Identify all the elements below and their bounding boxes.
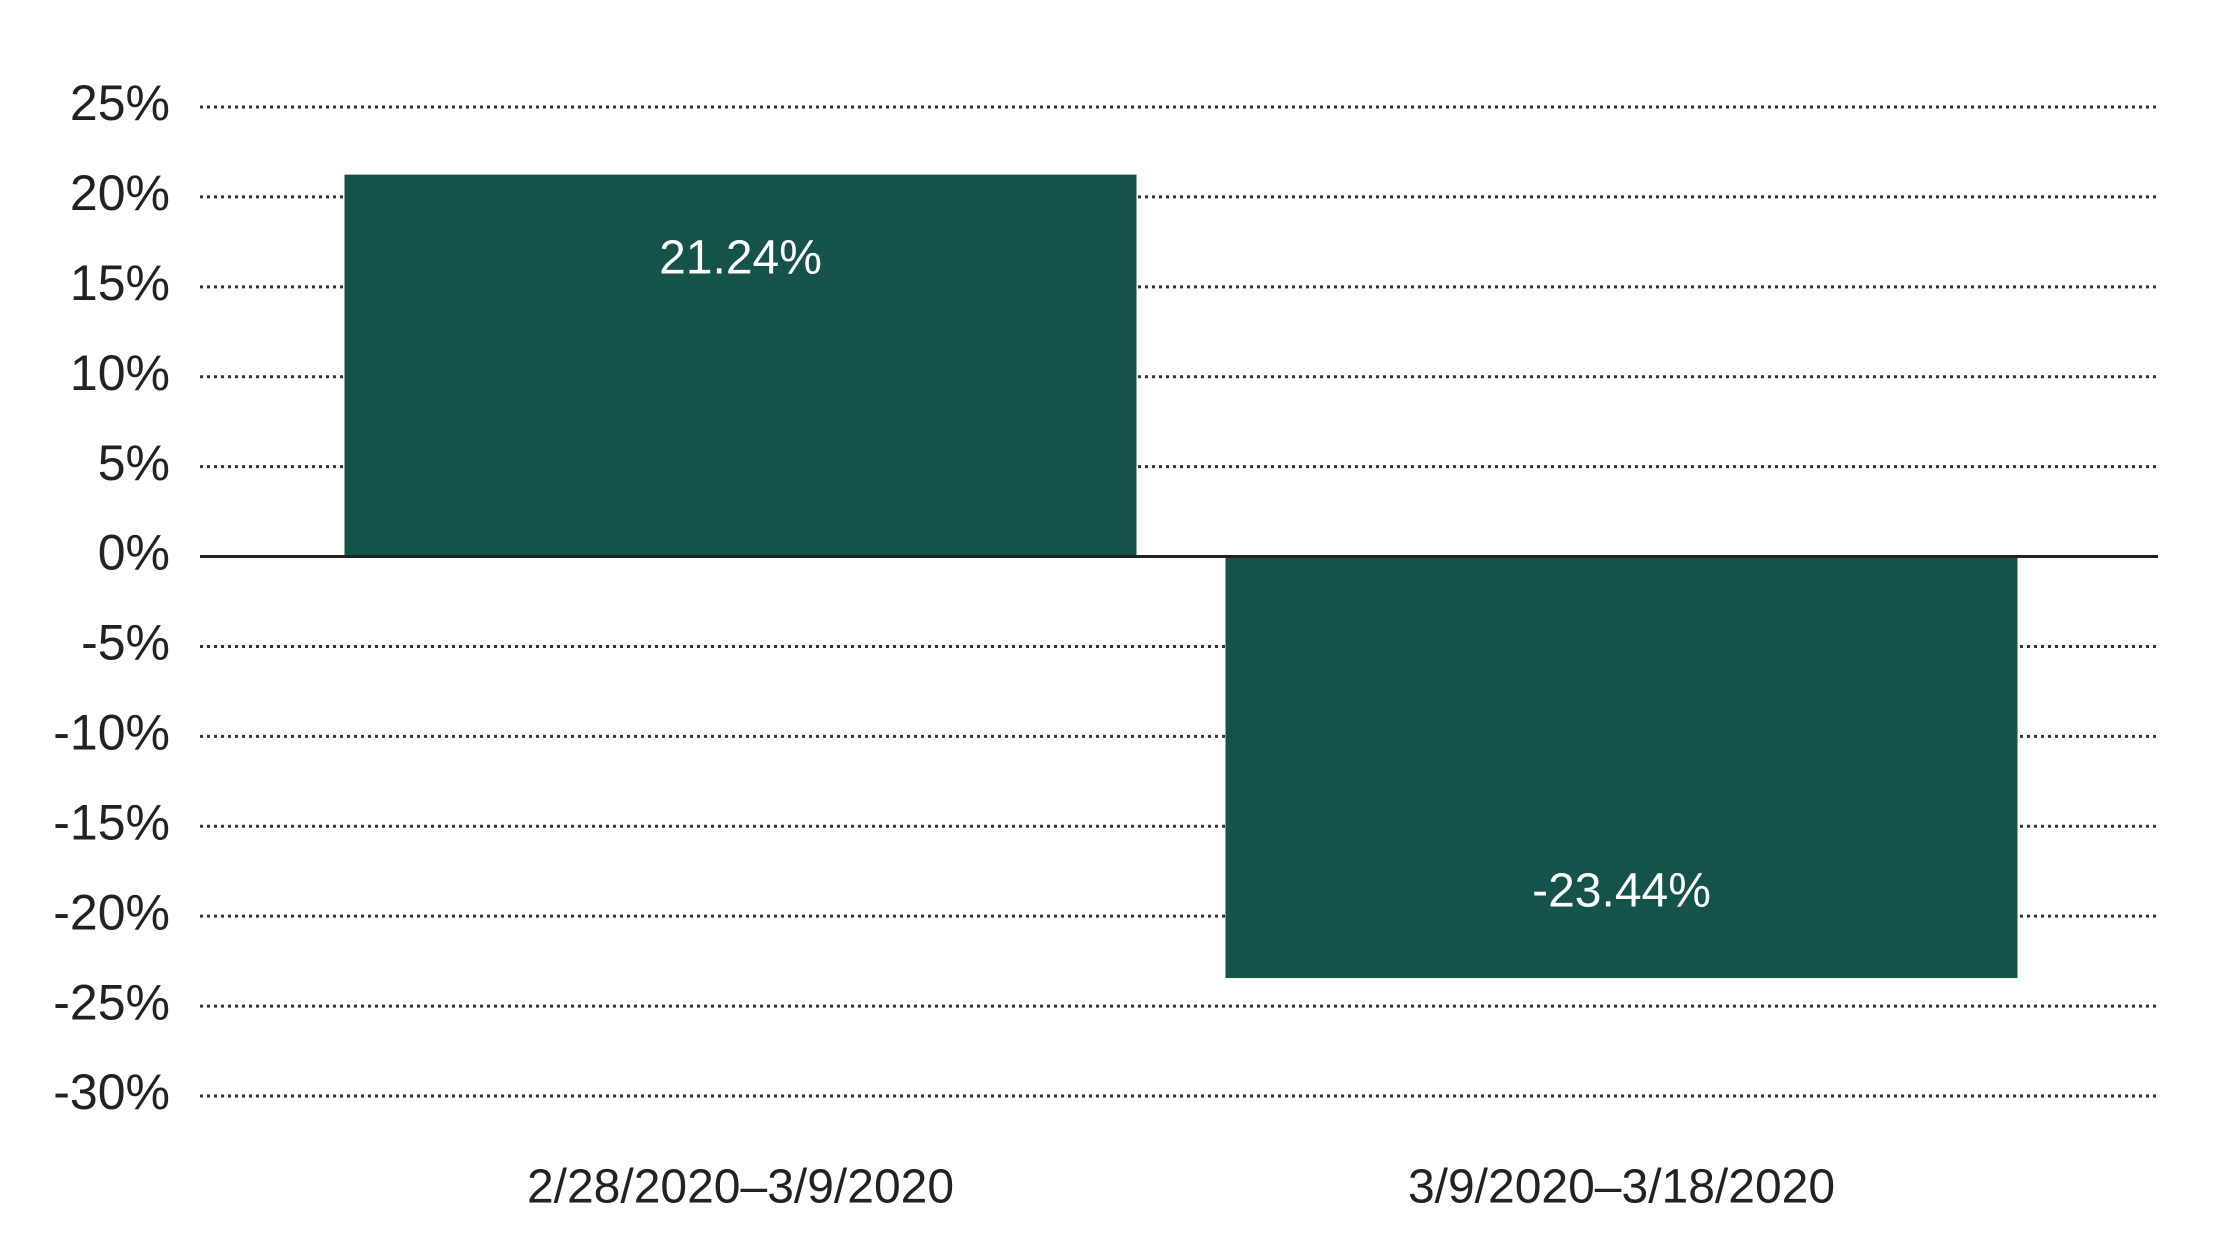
bar [344,174,1137,557]
y-tick-label: -20% [53,884,170,940]
y-tick-label: 0% [98,525,170,581]
y-tick-label: 25% [70,75,170,131]
bar [1225,556,2018,979]
x-tick-label: 2/28/2020–3/9/2020 [527,1161,954,1214]
y-tick-label: 5% [98,435,170,491]
value-label: -23.44% [1532,865,1711,918]
y-tick-label: 10% [70,345,170,401]
value-label: 21.24% [659,231,822,284]
y-tick-label: -25% [53,974,170,1030]
y-tick-label: -30% [53,1064,170,1120]
x-tick-label: 3/9/2020–3/18/2020 [1408,1161,1835,1214]
y-tick-label: -10% [53,705,170,761]
y-tick-label: 20% [70,165,170,221]
y-tick-label: -15% [53,794,170,850]
y-tick-label: 15% [70,255,170,311]
y-tick-label: -5% [81,615,170,671]
